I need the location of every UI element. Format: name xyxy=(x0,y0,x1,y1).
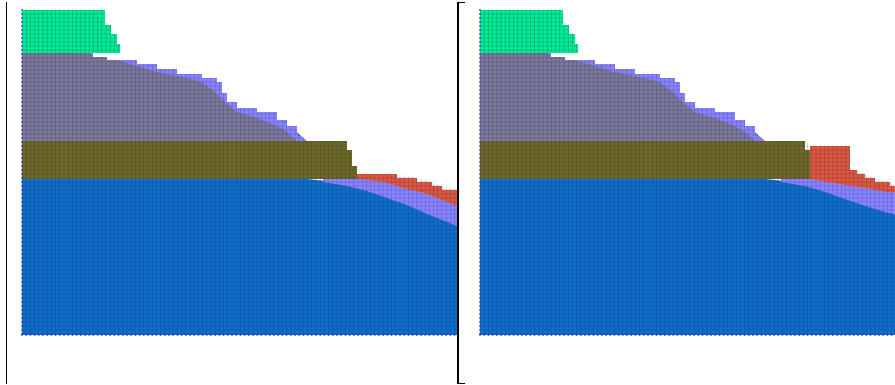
mesh-layers xyxy=(7,2,457,384)
mesh-left-mask xyxy=(465,2,479,384)
layer-purple-lower xyxy=(781,179,895,215)
layer-purple-lower xyxy=(323,179,457,226)
layer-olive-step xyxy=(765,141,810,179)
mesh-left-mask xyxy=(7,2,21,384)
mesh-diagram-left xyxy=(7,2,457,384)
layer-olive-band xyxy=(22,141,307,179)
mesh-panel-left xyxy=(7,2,457,384)
layer-green-cap xyxy=(480,10,578,53)
mesh-layers xyxy=(465,2,895,384)
mesh-bottom-mask xyxy=(465,336,895,384)
mesh-bottom-mask xyxy=(7,336,457,384)
mesh-boundary-nodes xyxy=(479,9,895,336)
mesh-boundary-nodes xyxy=(21,9,456,336)
layer-grey-slope xyxy=(22,53,307,141)
layer-blue-foundation xyxy=(22,179,457,335)
layer-olive-band xyxy=(480,141,765,179)
mesh-sky-mask xyxy=(479,2,895,184)
layer-olive-step xyxy=(307,141,357,179)
mesh-panel-right xyxy=(459,2,895,384)
mesh-sky-mask xyxy=(21,2,457,190)
layer-red-block xyxy=(810,146,895,192)
left-border xyxy=(6,2,7,384)
center-divider xyxy=(457,2,459,384)
layer-grey-slope xyxy=(480,53,765,141)
layer-blue-foundation xyxy=(480,179,895,335)
mesh-diagram-right xyxy=(465,2,895,384)
layer-green-cap xyxy=(22,10,120,53)
